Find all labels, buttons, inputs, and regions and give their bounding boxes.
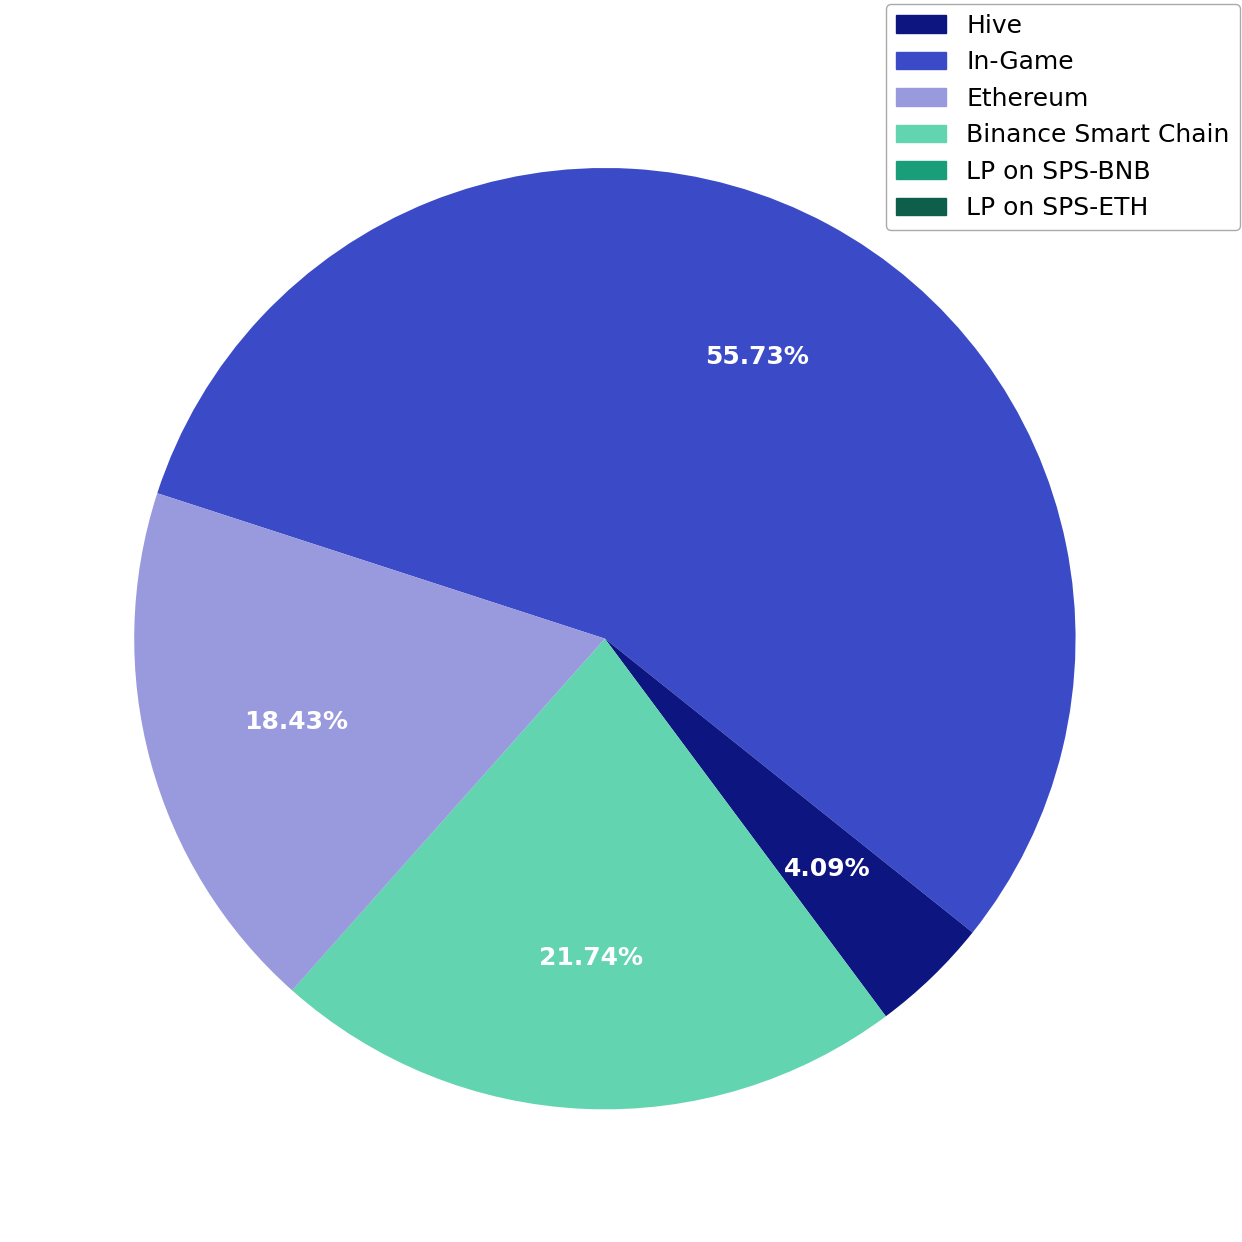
Wedge shape [134, 493, 605, 990]
Wedge shape [605, 638, 886, 1016]
Wedge shape [292, 638, 886, 1109]
Text: 21.74%: 21.74% [539, 946, 643, 970]
Text: 4.09%: 4.09% [784, 857, 871, 881]
Legend: Hive, In-Game, Ethereum, Binance Smart Chain, LP on SPS-BNB, LP on SPS-ETH: Hive, In-Game, Ethereum, Binance Smart C… [887, 4, 1240, 231]
Wedge shape [158, 168, 1076, 933]
Text: 18.43%: 18.43% [243, 710, 348, 734]
Text: 55.73%: 55.73% [704, 345, 809, 369]
Wedge shape [292, 638, 605, 991]
Wedge shape [605, 638, 972, 1016]
